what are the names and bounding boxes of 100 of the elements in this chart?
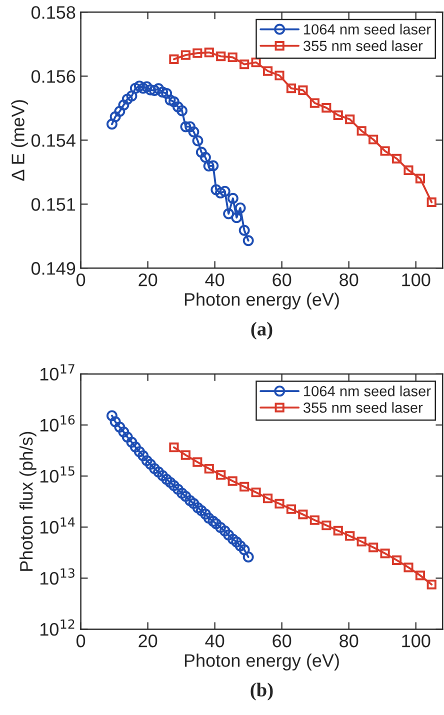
x-tick-label: 100 xyxy=(402,273,430,286)
point xyxy=(238,544,250,556)
y-tick-label: 0.156 xyxy=(31,70,76,83)
point xyxy=(130,442,141,453)
point xyxy=(188,126,200,138)
point xyxy=(164,94,176,106)
x-tick-label: 80 xyxy=(340,634,358,648)
point xyxy=(184,121,196,132)
y-tick-label: 10$^{13}$ xyxy=(40,568,74,585)
x-tick-label: 20 xyxy=(138,634,158,648)
point xyxy=(126,436,138,448)
point xyxy=(204,48,214,58)
point xyxy=(210,184,222,196)
legend-label: 355 nm seed laser xyxy=(303,40,423,52)
legend-label: 355 nm seed laser xyxy=(303,402,423,413)
point xyxy=(172,101,184,112)
point xyxy=(228,52,238,62)
point xyxy=(298,85,308,96)
point xyxy=(238,224,250,236)
point xyxy=(242,235,254,246)
point xyxy=(227,192,238,204)
y-tick-label: 10$^{17}$ xyxy=(40,364,74,381)
point xyxy=(368,542,378,552)
point xyxy=(134,80,145,92)
point xyxy=(157,470,168,482)
point xyxy=(345,114,355,124)
point xyxy=(274,498,284,509)
point xyxy=(122,94,133,105)
point xyxy=(262,66,273,76)
point xyxy=(149,463,160,474)
point xyxy=(286,84,296,94)
point xyxy=(172,484,184,495)
text: (b) xyxy=(250,682,273,700)
point xyxy=(153,466,164,478)
point xyxy=(208,516,219,527)
point xyxy=(169,442,179,452)
point xyxy=(180,490,192,502)
point xyxy=(234,540,246,552)
point xyxy=(130,82,141,94)
point xyxy=(138,450,149,462)
y-tick-label: 10$^{15}$ xyxy=(40,466,74,483)
legend-label: 1064 nm seed laser xyxy=(304,386,431,396)
point xyxy=(322,103,332,113)
point xyxy=(322,520,332,530)
x-tick-label: 40 xyxy=(205,273,224,286)
point xyxy=(392,154,402,164)
x-tick-label: 20 xyxy=(138,273,158,286)
point xyxy=(118,99,130,110)
y-axis-title: Δ E (meV) xyxy=(11,100,28,181)
point xyxy=(106,118,118,130)
y-tick-label: 10$^{14}$ xyxy=(40,517,75,534)
point xyxy=(216,470,226,480)
point xyxy=(219,525,230,536)
legend-label: 1064 nm seed laser xyxy=(304,24,431,35)
point xyxy=(333,526,343,536)
x-tick-label: 0 xyxy=(76,273,86,286)
point xyxy=(298,510,308,520)
x-tick-label: 40 xyxy=(205,634,224,648)
point xyxy=(184,495,196,506)
point xyxy=(368,134,378,144)
y-tick-label: 0.151 xyxy=(31,198,76,211)
point xyxy=(141,455,152,466)
y-tick-label: 10$^{16}$ xyxy=(40,415,75,432)
point xyxy=(404,562,414,572)
point xyxy=(215,522,226,534)
point xyxy=(176,488,188,499)
point xyxy=(345,531,355,541)
point xyxy=(251,488,261,498)
point xyxy=(380,548,390,558)
point xyxy=(188,498,200,509)
point xyxy=(310,515,320,525)
point xyxy=(210,518,222,530)
point xyxy=(192,135,204,146)
point xyxy=(168,96,180,108)
y-tick-label: 0.154 xyxy=(31,134,76,147)
point xyxy=(231,536,242,548)
point xyxy=(192,502,204,514)
point xyxy=(310,98,320,108)
point xyxy=(110,111,121,122)
point xyxy=(231,212,242,224)
point xyxy=(145,458,156,470)
point xyxy=(157,86,168,98)
point xyxy=(223,208,234,220)
point xyxy=(356,126,366,136)
x-tick-label: 60 xyxy=(272,273,292,286)
point xyxy=(110,416,121,428)
point xyxy=(161,474,172,485)
point xyxy=(234,202,246,214)
point xyxy=(196,505,207,516)
y-axis-title: Photon flux (ph/s) xyxy=(20,432,36,571)
point xyxy=(204,464,214,474)
y-tick-label: 0.158 xyxy=(31,6,76,19)
point xyxy=(333,110,343,120)
point xyxy=(415,174,426,184)
point xyxy=(274,70,284,80)
point xyxy=(196,146,207,158)
point xyxy=(223,530,234,540)
point xyxy=(114,106,126,117)
y-tick-label: 0.149 xyxy=(31,262,76,275)
point xyxy=(228,476,238,486)
